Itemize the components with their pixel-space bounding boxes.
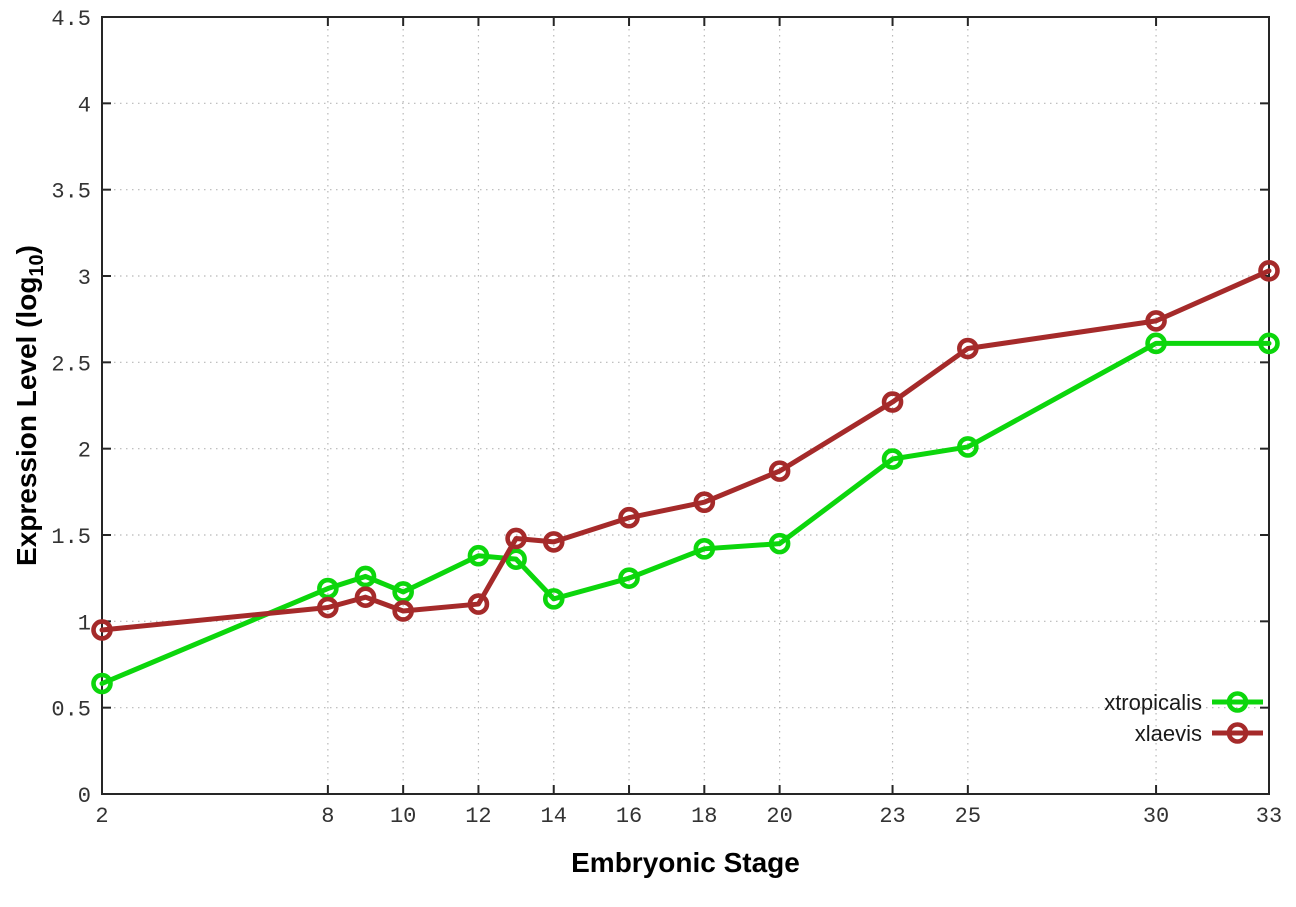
legend-marker-xlaevis bbox=[1226, 722, 1249, 744]
legend-label-xlaevis: xlaevis bbox=[1135, 721, 1202, 746]
data-point-xtropicalis-stage-33 bbox=[1258, 332, 1280, 355]
data-point-xlaevis-stage-18 bbox=[693, 491, 716, 513]
y-tick-label: 0 bbox=[78, 784, 91, 809]
data-point-xlaevis-stage-23 bbox=[881, 391, 904, 413]
series-xtropicalis bbox=[91, 332, 1280, 695]
data-point-xlaevis-stage-8 bbox=[317, 596, 339, 619]
y-tick-label: 2 bbox=[78, 439, 91, 464]
x-tick-label: 14 bbox=[541, 804, 567, 829]
data-point-xlaevis-stage-33 bbox=[1258, 260, 1280, 282]
x-tick-label: 16 bbox=[616, 804, 642, 829]
data-point-xlaevis-stage-12 bbox=[467, 593, 490, 615]
series-line-xtropicalis bbox=[99, 340, 1272, 686]
data-point-xlaevis-stage-9 bbox=[354, 586, 377, 608]
y-tick-label: 3 bbox=[78, 266, 91, 291]
series-xlaevis bbox=[91, 260, 1280, 641]
y-tick-label: 4.5 bbox=[51, 7, 91, 32]
data-point-xtropicalis-stage-23 bbox=[881, 448, 904, 470]
data-point-xlaevis-stage-20 bbox=[768, 460, 791, 482]
y-axis-title: Expression Level (log10) bbox=[11, 245, 48, 566]
data-point-xtropicalis-stage-14 bbox=[542, 588, 565, 610]
x-tick-label: 18 bbox=[691, 804, 717, 829]
data-point-xlaevis-stage-30 bbox=[1145, 310, 1167, 332]
y-tick-label: 1 bbox=[78, 611, 91, 636]
data-point-xtropicalis-stage-30 bbox=[1145, 332, 1167, 355]
x-tick-label: 2 bbox=[95, 804, 108, 829]
data-point-xlaevis-stage-10 bbox=[392, 600, 414, 622]
data-point-xtropicalis-stage-13 bbox=[505, 548, 527, 570]
data-point-xlaevis-stage-2 bbox=[91, 619, 113, 641]
data-point-xtropicalis-stage-25 bbox=[957, 436, 979, 458]
x-axis-title: Embryonic Stage bbox=[571, 847, 800, 878]
x-tick-label: 30 bbox=[1143, 804, 1169, 829]
data-point-xlaevis-stage-13 bbox=[505, 527, 527, 550]
x-tick-label: 12 bbox=[465, 804, 491, 829]
data-point-xlaevis-stage-16 bbox=[618, 506, 640, 529]
legend-label-xtropicalis: xtropicalis bbox=[1104, 690, 1202, 715]
legend: xtropicalis xlaevis bbox=[1104, 690, 1263, 746]
y-tick-label: 1.5 bbox=[51, 525, 91, 550]
data-point-xlaevis-stage-25 bbox=[957, 337, 979, 360]
y-tick-label: 0.5 bbox=[51, 698, 91, 723]
legend-marker-xtropicalis bbox=[1226, 691, 1249, 713]
x-tick-label: 10 bbox=[390, 804, 416, 829]
data-point-xlaevis-stage-14 bbox=[542, 531, 565, 553]
x-tick-label: 8 bbox=[321, 804, 334, 829]
y-tick-label: 3.5 bbox=[51, 180, 91, 205]
grid bbox=[101, 16, 1270, 795]
data-point-xtropicalis-stage-2 bbox=[91, 672, 113, 695]
data-point-xtropicalis-stage-12 bbox=[467, 544, 490, 567]
x-tick-label: 23 bbox=[879, 804, 905, 829]
y-tick-label: 2.5 bbox=[51, 352, 91, 377]
data-point-xtropicalis-stage-20 bbox=[768, 532, 791, 555]
x-tick-label: 20 bbox=[766, 804, 792, 829]
y-tick-label: 4 bbox=[78, 93, 91, 118]
plot-border bbox=[101, 16, 1270, 795]
x-tick-label: 33 bbox=[1256, 804, 1282, 829]
x-tick-label: 25 bbox=[955, 804, 981, 829]
data-point-xtropicalis-stage-9 bbox=[354, 565, 377, 588]
data-point-xtropicalis-stage-16 bbox=[618, 567, 640, 589]
data-point-xtropicalis-stage-18 bbox=[693, 538, 716, 560]
series-line-xlaevis bbox=[99, 268, 1272, 633]
axis-ticks: 2 8 10 12 14 16 18 20 23 25 30 33 0 0.5 1 1.5 2 2.5 3 3.5 4 4… bbox=[51, 7, 1282, 829]
